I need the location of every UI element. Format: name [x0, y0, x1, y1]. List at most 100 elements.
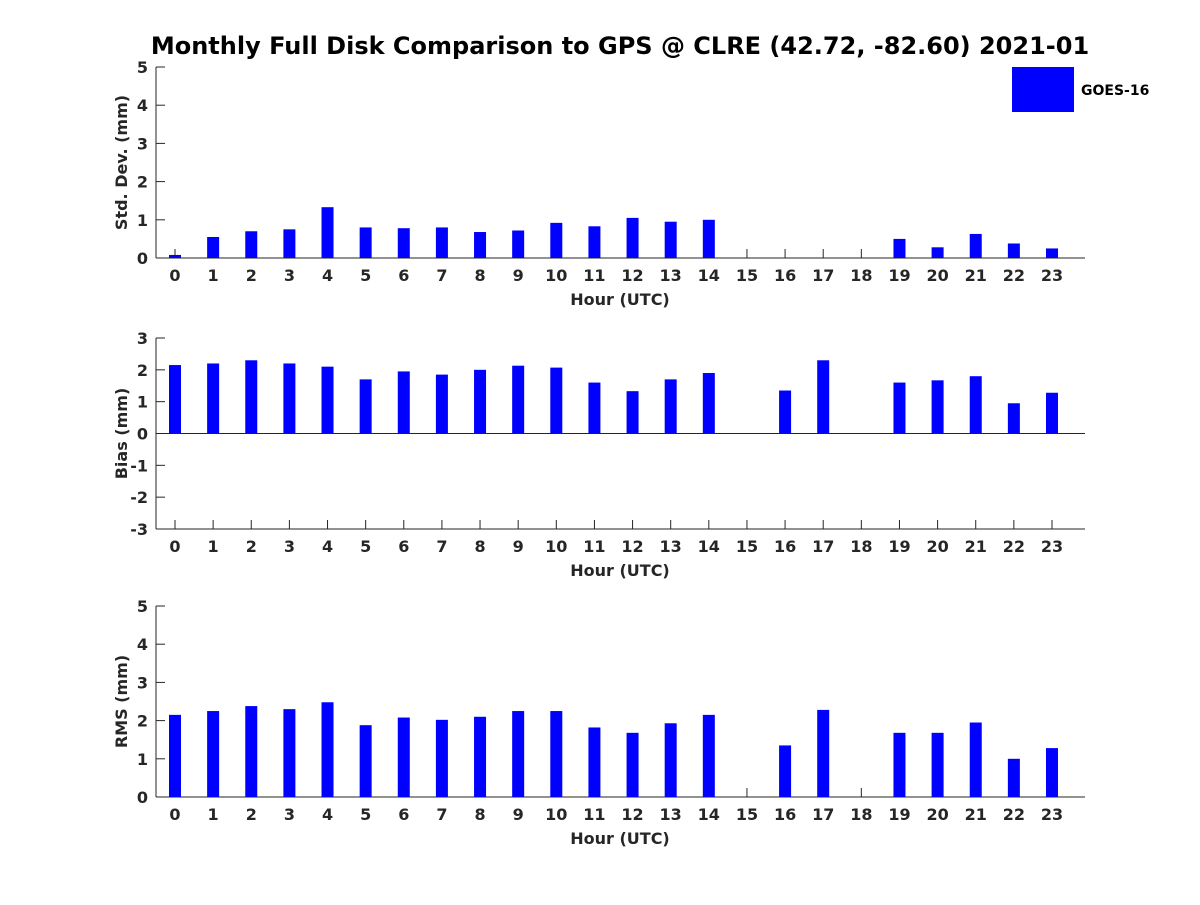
x-tick-label: 2: [246, 537, 257, 556]
bar-hour-8: [474, 716, 487, 797]
bar-hour-1: [207, 363, 220, 434]
bar-hour-16: [779, 390, 792, 434]
x-tick-label: 0: [169, 266, 180, 285]
bar-hour-23: [1045, 748, 1058, 797]
x-tick-label: 16: [774, 537, 796, 556]
x-tick-label: 11: [583, 537, 605, 556]
bar-hour-12: [626, 217, 639, 258]
bar-hour-5: [359, 379, 372, 434]
x-tick-label: 18: [850, 537, 872, 556]
bar-hour-3: [283, 709, 296, 797]
x-tick-label: 11: [583, 266, 605, 285]
bar-hour-23: [1045, 248, 1058, 258]
x-tick-label: 12: [621, 266, 643, 285]
x-tick-label: 8: [474, 266, 485, 285]
y-tick-label: 3: [137, 329, 148, 348]
y-tick-label: 0: [137, 425, 148, 444]
x-tick-label: 1: [208, 266, 219, 285]
bar-hour-0: [169, 254, 181, 258]
bar-hour-6: [397, 717, 410, 797]
bar-hour-23: [1045, 392, 1058, 434]
x-tick-label: 16: [774, 266, 796, 285]
x-tick-label: 8: [474, 537, 485, 556]
bar-hour-8: [474, 369, 487, 434]
bar-hour-9: [512, 711, 525, 797]
bar-hour-14: [702, 219, 715, 258]
bar-hour-9: [512, 365, 525, 434]
bar-hour-10: [550, 367, 563, 434]
x-tick-label: 20: [926, 805, 948, 824]
bar-hour-10: [550, 222, 563, 258]
x-tick-label: 9: [513, 266, 524, 285]
x-axis-label: Hour (UTC): [570, 561, 670, 580]
bar-hour-6: [397, 371, 410, 434]
y-tick-label: 1: [137, 750, 148, 769]
y-tick-label: 2: [137, 712, 148, 731]
bar-hour-2: [245, 231, 258, 258]
x-tick-label: 8: [474, 805, 485, 824]
x-tick-label: 0: [169, 537, 180, 556]
x-axis-label: Hour (UTC): [570, 829, 670, 848]
y-axis-label: Std. Dev. (mm): [112, 95, 131, 230]
x-tick-label: 12: [621, 805, 643, 824]
bar-hour-0: [169, 365, 181, 434]
x-tick-label: 13: [660, 805, 682, 824]
x-tick-label: 22: [1003, 537, 1025, 556]
x-tick-label: 13: [660, 537, 682, 556]
bar-hour-3: [283, 229, 296, 258]
bar-hour-4: [321, 366, 334, 434]
x-axis-label: Hour (UTC): [570, 290, 670, 309]
bar-hour-9: [512, 230, 525, 258]
y-tick-label: 4: [137, 96, 148, 115]
bar-hour-2: [245, 706, 258, 797]
bar-hour-3: [283, 363, 296, 434]
bar-hour-12: [626, 391, 639, 434]
y-tick-label: 4: [137, 635, 148, 654]
x-tick-label: 19: [888, 805, 910, 824]
x-tick-label: 5: [360, 537, 371, 556]
x-tick-label: 19: [888, 537, 910, 556]
bar-hour-1: [207, 711, 220, 797]
x-tick-label: 16: [774, 805, 796, 824]
x-tick-label: 21: [965, 266, 987, 285]
bar-hour-11: [588, 727, 601, 797]
bar-hour-12: [626, 732, 639, 797]
legend-swatch: [1012, 67, 1074, 112]
bar-hour-21: [969, 376, 982, 434]
x-tick-label: 14: [698, 266, 720, 285]
x-tick-label: 7: [436, 805, 447, 824]
x-tick-label: 1: [208, 805, 219, 824]
bar-hour-11: [588, 382, 601, 434]
bar-hour-11: [588, 226, 601, 258]
x-tick-label: 23: [1041, 266, 1063, 285]
x-tick-label: 13: [660, 266, 682, 285]
x-tick-label: 7: [436, 266, 447, 285]
x-tick-label: 15: [736, 537, 758, 556]
x-tick-label: 22: [1003, 805, 1025, 824]
bar-hour-13: [664, 379, 677, 434]
x-tick-label: 3: [284, 266, 295, 285]
x-tick-label: 4: [322, 266, 333, 285]
bar-hour-19: [893, 732, 906, 797]
x-tick-label: 2: [246, 266, 257, 285]
x-tick-label: 21: [965, 537, 987, 556]
bar-hour-4: [321, 702, 334, 797]
bar-hour-20: [931, 732, 944, 797]
y-tick-label: -3: [130, 520, 148, 539]
y-tick-label: 1: [137, 393, 148, 412]
x-tick-label: 1: [208, 537, 219, 556]
x-tick-label: 11: [583, 805, 605, 824]
bar-hour-14: [702, 714, 715, 797]
x-tick-label: 15: [736, 805, 758, 824]
bar-hour-7: [435, 719, 448, 797]
legend: GOES-16: [1012, 67, 1149, 112]
y-tick-label: 2: [137, 173, 148, 192]
x-tick-label: 22: [1003, 266, 1025, 285]
y-tick-label: 3: [137, 673, 148, 692]
x-tick-label: 19: [888, 266, 910, 285]
